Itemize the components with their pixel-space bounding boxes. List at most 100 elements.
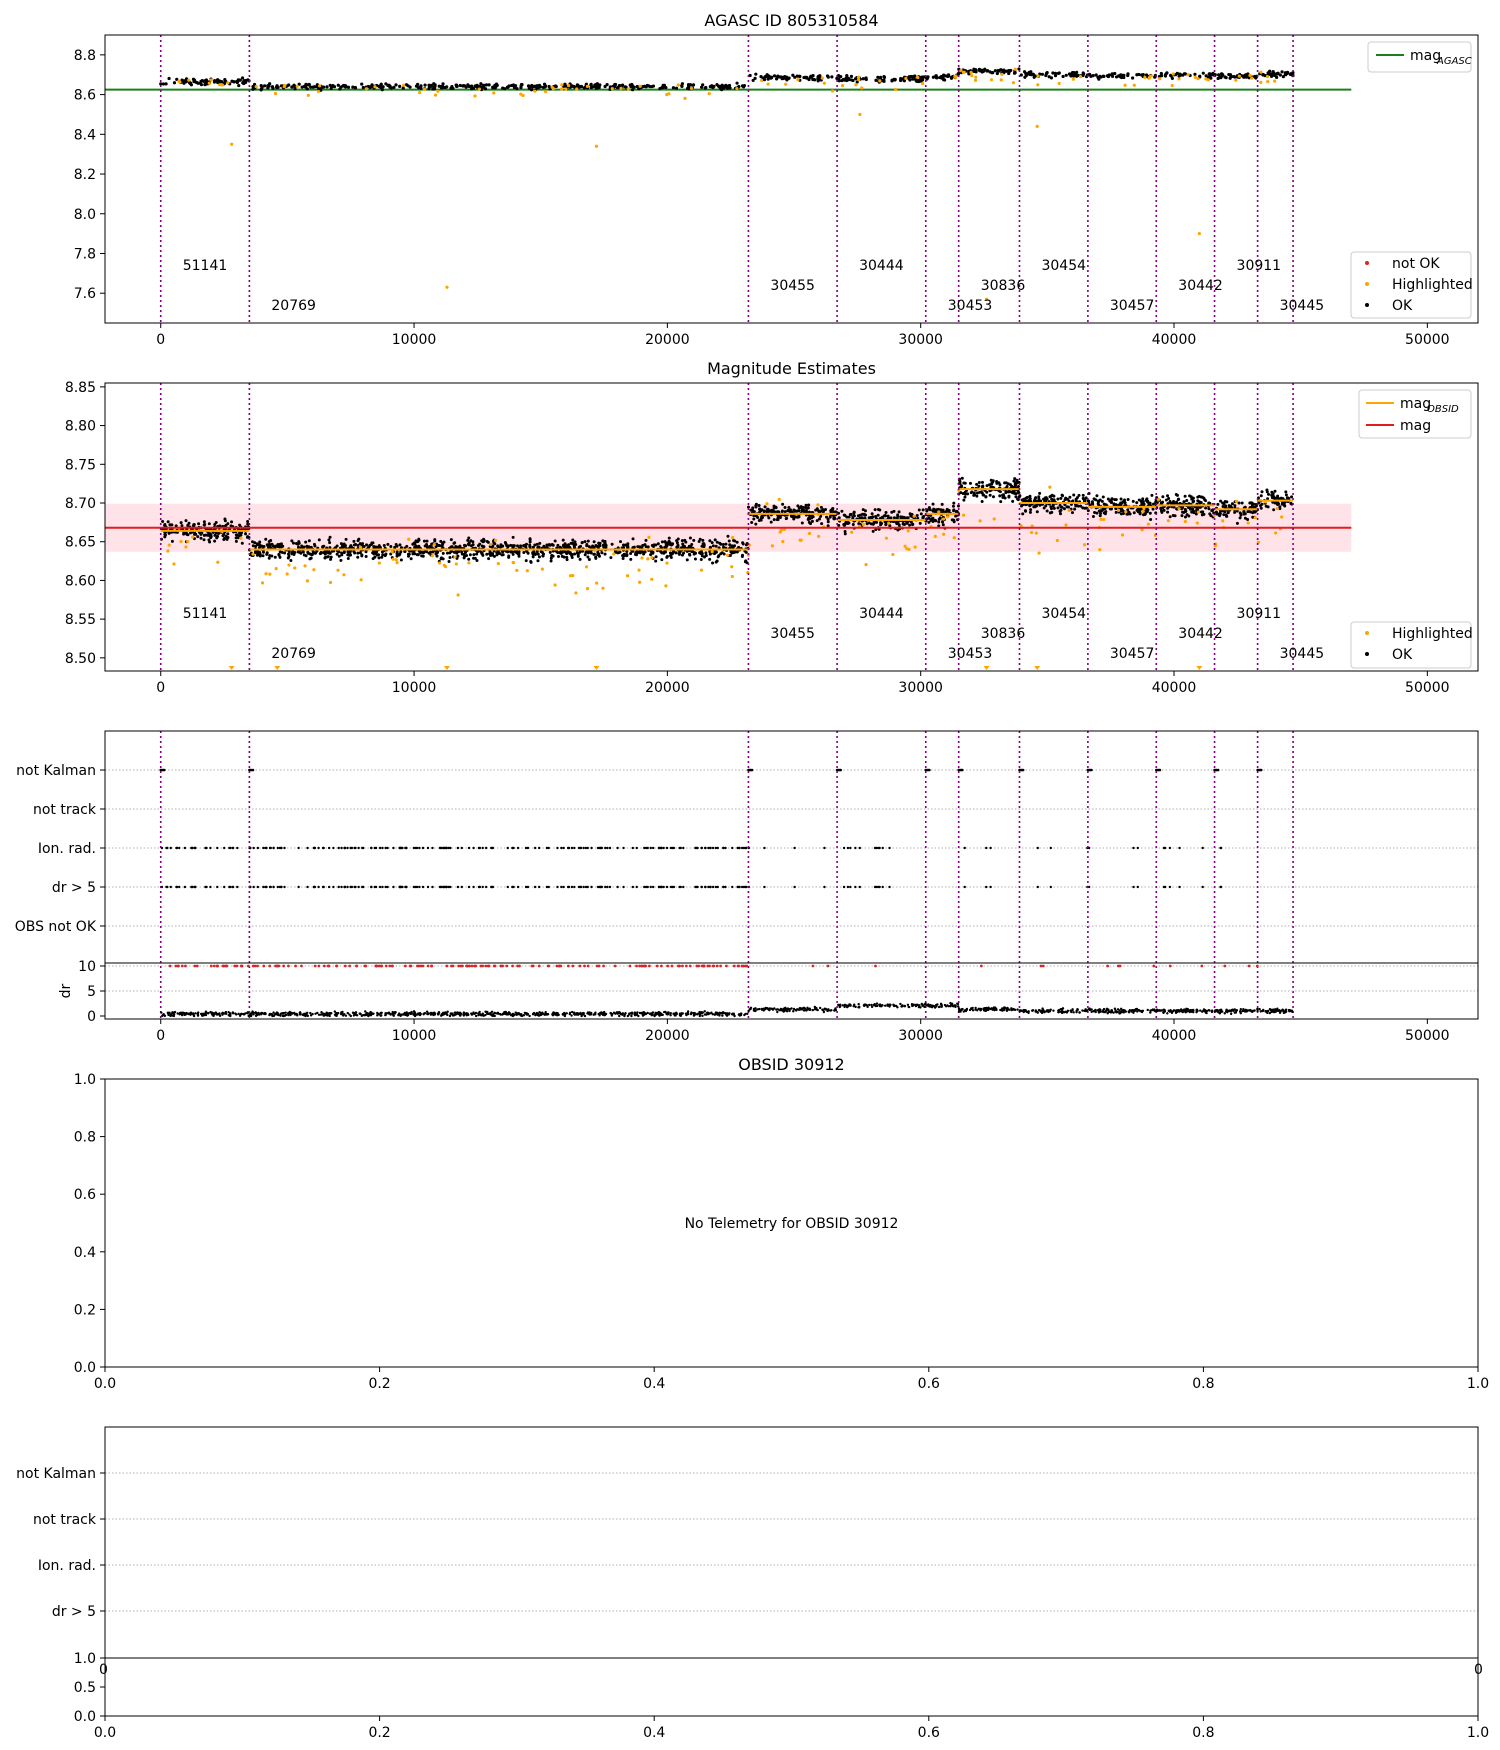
flag-point bbox=[878, 885, 881, 889]
ok-point bbox=[892, 516, 896, 520]
ok-point bbox=[435, 542, 439, 546]
ok-point bbox=[237, 83, 241, 88]
flag-point bbox=[599, 846, 602, 850]
highlighted-point bbox=[172, 562, 176, 566]
ok-point bbox=[629, 557, 633, 561]
ok-point bbox=[1126, 72, 1130, 76]
ok-point bbox=[762, 510, 766, 514]
ok-point bbox=[665, 543, 669, 547]
ok-point bbox=[1049, 505, 1053, 509]
ok-point bbox=[724, 542, 728, 546]
ok-point bbox=[1044, 504, 1048, 508]
x-tick-label: 20000 bbox=[645, 680, 690, 696]
ok-point bbox=[495, 553, 499, 557]
ok-point bbox=[711, 561, 715, 565]
y-tick-label: 8.8 bbox=[74, 48, 96, 64]
ok-point bbox=[258, 540, 262, 544]
ok-point bbox=[974, 68, 978, 73]
ok-point bbox=[292, 541, 296, 545]
ok-point bbox=[1273, 489, 1277, 493]
flag-point bbox=[370, 885, 373, 889]
ok-point bbox=[1180, 514, 1184, 518]
ok-point bbox=[1167, 497, 1171, 501]
ok-point bbox=[353, 551, 357, 555]
ok-point bbox=[338, 87, 342, 91]
flag-point bbox=[606, 846, 609, 850]
ok-point bbox=[623, 85, 627, 89]
ok-point bbox=[625, 554, 629, 558]
obsid-label: 20769 bbox=[271, 298, 316, 314]
ok-point bbox=[1052, 506, 1056, 510]
flag-point bbox=[349, 846, 352, 850]
flag-point bbox=[209, 885, 212, 889]
ok-point bbox=[559, 551, 563, 555]
ok-point bbox=[592, 540, 596, 544]
dr-point bbox=[583, 1014, 587, 1018]
ok-point bbox=[473, 556, 477, 560]
ok-point bbox=[257, 545, 261, 549]
flag-point bbox=[392, 885, 395, 889]
ok-point bbox=[708, 550, 712, 554]
highlighted-point bbox=[781, 539, 785, 544]
flag-point bbox=[849, 885, 852, 889]
ok-point bbox=[952, 501, 956, 505]
ok-point bbox=[1103, 512, 1107, 516]
ok-point bbox=[267, 540, 271, 544]
ok-point bbox=[710, 541, 714, 545]
highlighted-point bbox=[1123, 83, 1127, 87]
highlighted-point bbox=[961, 70, 966, 75]
flag-point bbox=[337, 885, 340, 889]
ok-point bbox=[1201, 510, 1205, 514]
highlighted-point bbox=[1158, 77, 1162, 81]
dr-point bbox=[385, 1011, 389, 1015]
ok-point bbox=[990, 485, 994, 489]
x-tick-label: 40000 bbox=[1152, 332, 1197, 348]
flag-point bbox=[682, 885, 685, 889]
highlighted-point bbox=[952, 536, 956, 540]
highlighted-point bbox=[359, 545, 363, 550]
flag-point bbox=[878, 846, 881, 850]
ok-point bbox=[776, 515, 780, 519]
ok-point bbox=[890, 78, 894, 82]
flag-point bbox=[881, 846, 884, 850]
ok-point bbox=[183, 531, 187, 535]
flag-point bbox=[340, 846, 343, 850]
ok-point bbox=[464, 550, 468, 554]
ok-point bbox=[1126, 512, 1130, 516]
ok-point bbox=[1166, 510, 1170, 514]
ok-point bbox=[941, 520, 945, 524]
flag-point bbox=[191, 846, 194, 850]
ok-point bbox=[680, 539, 684, 543]
dr-point bbox=[344, 1014, 348, 1017]
ok-point bbox=[749, 508, 753, 512]
ok-point bbox=[1114, 503, 1118, 507]
ok-point bbox=[1233, 504, 1237, 508]
ok-point bbox=[816, 77, 820, 81]
ok-point bbox=[699, 557, 703, 561]
ok-point bbox=[797, 74, 802, 78]
flag-point bbox=[398, 885, 401, 889]
flag-point bbox=[616, 846, 619, 850]
flag-point bbox=[205, 846, 208, 850]
ok-point bbox=[456, 545, 460, 549]
ok-point bbox=[774, 510, 778, 514]
ok-point bbox=[1188, 506, 1192, 510]
ok-point bbox=[439, 539, 443, 543]
highlighted-point bbox=[777, 497, 781, 502]
ok-point bbox=[267, 545, 271, 549]
ok-point bbox=[393, 545, 397, 549]
ok-point bbox=[1094, 73, 1098, 77]
dr-point bbox=[811, 1008, 815, 1012]
dr-point bbox=[499, 1013, 502, 1016]
ok-point bbox=[360, 553, 364, 557]
flag-point bbox=[716, 885, 719, 889]
ok-point bbox=[604, 543, 608, 547]
flag-point bbox=[346, 885, 349, 889]
ok-point bbox=[475, 83, 479, 88]
ok-point bbox=[471, 540, 475, 544]
ok-point bbox=[416, 86, 421, 90]
ok-point bbox=[1218, 512, 1222, 516]
ok-point bbox=[1108, 499, 1112, 503]
ok-point bbox=[1119, 497, 1123, 501]
ok-point bbox=[297, 82, 301, 86]
